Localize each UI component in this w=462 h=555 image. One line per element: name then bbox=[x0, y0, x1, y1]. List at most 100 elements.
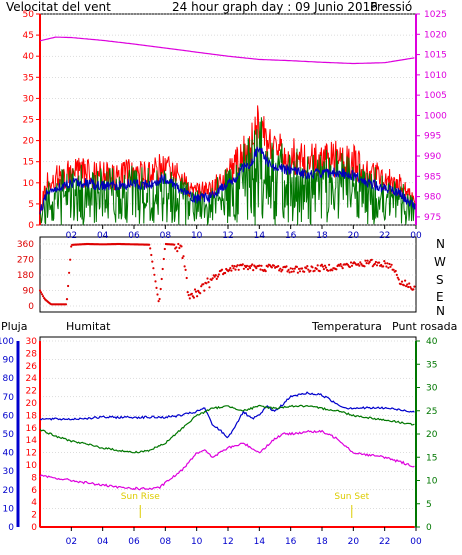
direction-point bbox=[68, 271, 71, 274]
direction-point bbox=[237, 268, 240, 271]
direction-point bbox=[331, 269, 334, 272]
direction-point bbox=[180, 245, 183, 248]
direction-point bbox=[297, 267, 301, 270]
wind-x-tick-label: 18 bbox=[316, 231, 328, 241]
direction-point bbox=[211, 277, 214, 280]
dewpoint-series bbox=[39, 429, 415, 491]
wind-left-tick-label: 45 bbox=[23, 31, 34, 41]
sun-rise-label: Sun Rise bbox=[121, 492, 160, 502]
rain-tick-label: 2 bbox=[31, 511, 37, 521]
compass-n-top: N bbox=[436, 237, 445, 251]
direction-point bbox=[413, 285, 416, 288]
direction-point bbox=[185, 276, 188, 280]
direction-point bbox=[313, 269, 316, 272]
direction-point bbox=[295, 265, 298, 268]
direction-point bbox=[177, 242, 180, 246]
climate-x-tick-label: 08 bbox=[160, 537, 172, 547]
direction-point bbox=[258, 264, 261, 267]
direction-point bbox=[324, 266, 328, 269]
direction-point bbox=[404, 279, 407, 282]
direction-point bbox=[175, 246, 178, 249]
direction-point bbox=[182, 255, 185, 258]
wind-left-tick-label: 15 bbox=[23, 158, 34, 168]
sun-set-label: Sun Set bbox=[334, 492, 369, 502]
direction-point bbox=[316, 264, 319, 267]
humidity-tick-label: 90 bbox=[3, 356, 15, 366]
direction-point bbox=[199, 292, 202, 295]
rain-tick-label: 14 bbox=[26, 436, 38, 446]
direction-point bbox=[341, 267, 344, 270]
direction-point bbox=[156, 293, 159, 296]
rain-tick-label: 12 bbox=[26, 449, 37, 459]
direction-point bbox=[252, 269, 255, 272]
direction-point bbox=[365, 262, 368, 265]
climate-x-tick-label: 00 bbox=[410, 537, 422, 547]
climate-x-tick-label: 02 bbox=[66, 537, 77, 547]
direction-tick-label: 270 bbox=[17, 256, 34, 266]
direction-point bbox=[296, 271, 299, 274]
direction-point bbox=[245, 264, 249, 267]
humidity-tick-label: 70 bbox=[3, 393, 15, 403]
direction-point bbox=[246, 268, 250, 271]
compass-e: E bbox=[436, 290, 444, 304]
direction-point bbox=[148, 243, 151, 246]
direction-point bbox=[178, 246, 181, 250]
direction-point bbox=[206, 277, 209, 280]
direction-point bbox=[309, 269, 312, 272]
direction-point bbox=[406, 283, 409, 286]
wind-left-tick-label: 40 bbox=[23, 52, 35, 62]
direction-point bbox=[39, 291, 43, 294]
direction-point bbox=[293, 267, 296, 270]
direction-point bbox=[392, 268, 395, 271]
direction-point bbox=[266, 265, 269, 268]
direction-point bbox=[277, 265, 280, 268]
direction-point bbox=[389, 265, 392, 268]
direction-point bbox=[231, 264, 234, 267]
pressure-tick-label: 1020 bbox=[424, 30, 447, 40]
direction-point bbox=[187, 294, 190, 297]
rain-tick-label: 18 bbox=[26, 411, 38, 421]
direction-point bbox=[339, 263, 342, 266]
pressure-tick-label: 980 bbox=[424, 193, 441, 203]
direction-point bbox=[405, 285, 408, 288]
direction-point bbox=[160, 277, 163, 281]
direction-point bbox=[193, 288, 197, 291]
direction-point bbox=[260, 264, 263, 267]
direction-point bbox=[394, 269, 397, 273]
wind-x-tick-label: 20 bbox=[348, 231, 360, 241]
direction-point bbox=[270, 266, 273, 269]
direction-point bbox=[279, 267, 282, 270]
direction-point bbox=[375, 264, 379, 267]
wind-x-tick-label: 12 bbox=[222, 231, 233, 241]
temperature-tick-label: 10 bbox=[426, 477, 438, 487]
direction-point bbox=[242, 267, 245, 270]
direction-point bbox=[383, 260, 386, 263]
wind-x-tick-label: 14 bbox=[254, 231, 266, 241]
pressure-tick-label: 1005 bbox=[424, 91, 447, 101]
direction-point bbox=[67, 284, 70, 288]
direction-point bbox=[190, 292, 193, 295]
pressure-tick-label: 1025 bbox=[424, 10, 447, 20]
direction-point bbox=[328, 263, 331, 266]
wind-left-tick-label: 10 bbox=[23, 179, 35, 189]
direction-point bbox=[249, 266, 252, 270]
climate-x-tick-label: 04 bbox=[97, 537, 109, 547]
direction-point bbox=[241, 263, 244, 266]
direction-point bbox=[357, 263, 360, 266]
wind-left-tick-label: 50 bbox=[23, 10, 35, 20]
direction-point bbox=[215, 277, 218, 280]
direction-point bbox=[207, 281, 210, 284]
direction-point bbox=[264, 270, 267, 273]
wind-left-tick-label: 30 bbox=[23, 94, 35, 104]
direction-point bbox=[407, 285, 410, 289]
direction-point bbox=[358, 264, 361, 267]
humidity-tick-label: 10 bbox=[3, 504, 15, 514]
wind-average-series bbox=[39, 146, 416, 215]
direction-point bbox=[163, 247, 166, 251]
direction-point bbox=[64, 303, 68, 306]
climate-x-tick-label: 22 bbox=[379, 537, 390, 547]
direction-point bbox=[340, 265, 343, 268]
direction-point bbox=[210, 278, 213, 281]
direction-point bbox=[321, 265, 324, 268]
